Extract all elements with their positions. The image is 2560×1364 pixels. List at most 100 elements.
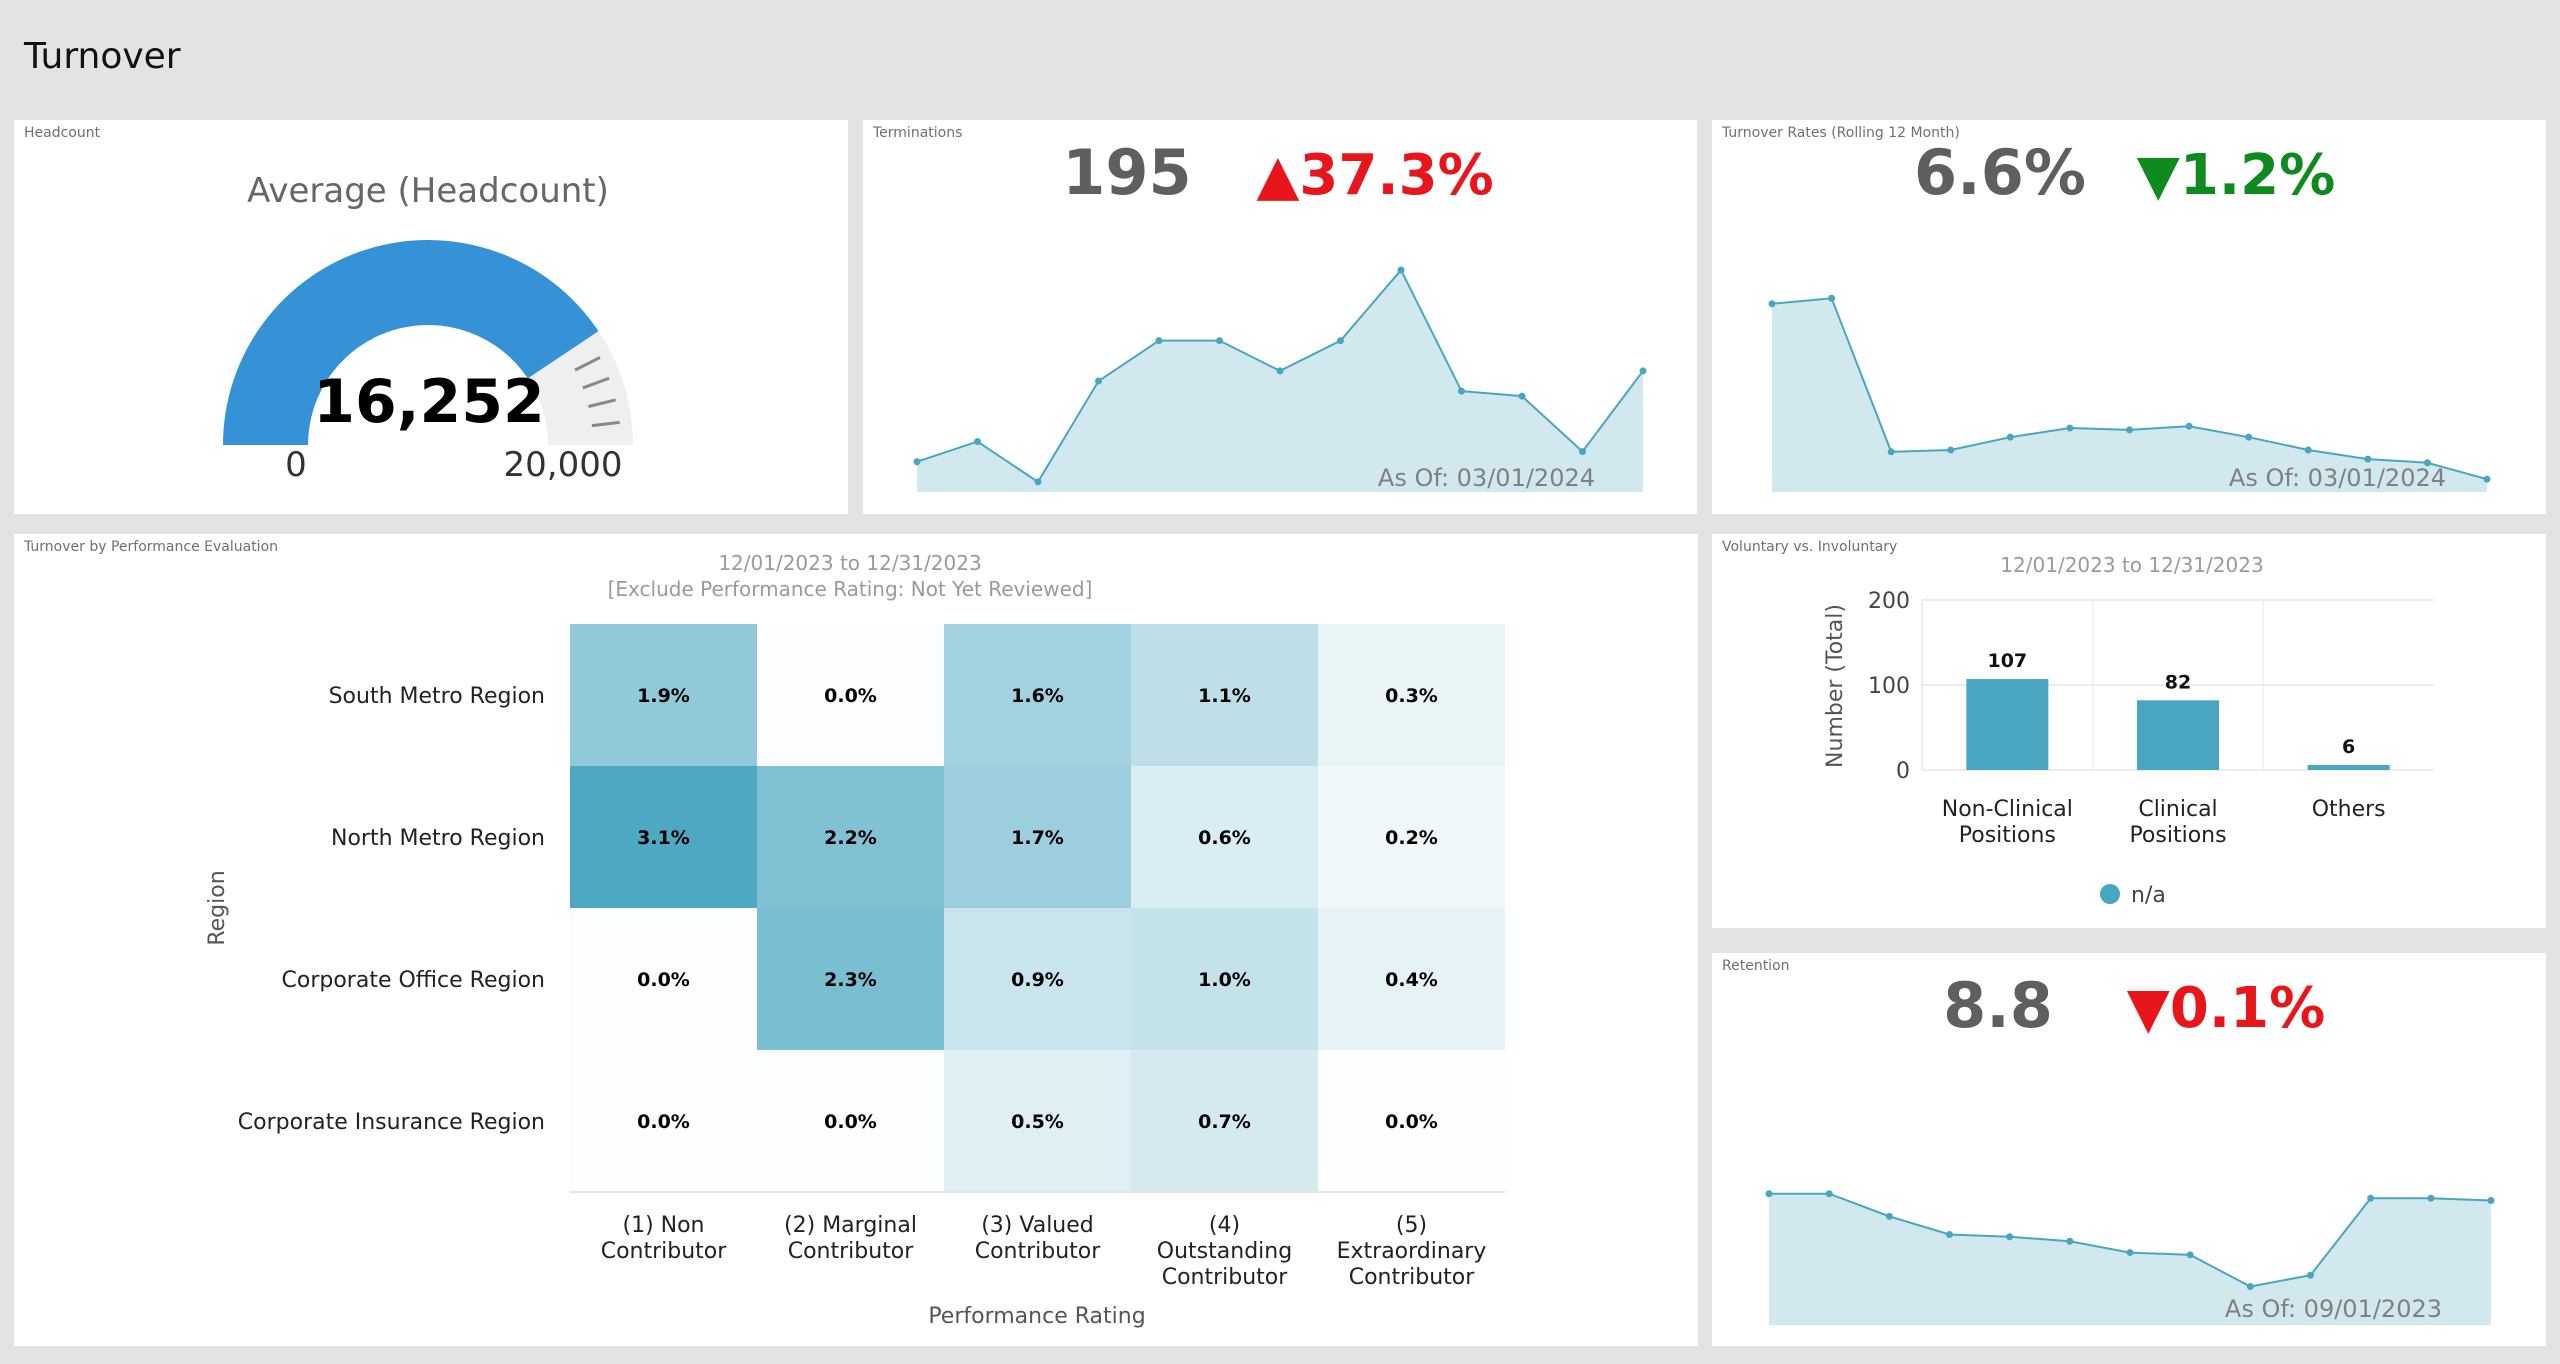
voluntary-panel-title: Voluntary vs. Involuntary — [1722, 539, 1898, 555]
heatmap-cell-label: 1.0% — [1198, 969, 1251, 991]
retention-value: 8.8 — [1943, 969, 2053, 1042]
retention-area-fill — [1769, 1193, 2491, 1325]
turnover-rates-point — [2126, 426, 2133, 434]
heatmap-cell-label: 0.5% — [1011, 1111, 1064, 1133]
turnover-rates-point — [1887, 448, 1895, 456]
turnover-rates-point — [2364, 455, 2372, 463]
heatmap-cell — [944, 624, 1131, 766]
terminations-as-of: As Of: 03/01/2024 — [1378, 464, 1595, 492]
heatmap-cell — [1318, 908, 1505, 1050]
turnover-rates-point — [2006, 433, 2014, 441]
turnover-rates-point — [2245, 433, 2253, 441]
retention-chart: 8.8 ▼0.1% As Of: 09/01/2023 — [1765, 969, 2495, 1325]
terminations-chart: 195 ▲37.3% As Of: 03/01/2024 — [913, 136, 1647, 492]
turnover-rates-area — [1768, 294, 2491, 492]
turnover-rates-point — [2483, 475, 2491, 483]
heatmap-row-label: Corporate Insurance Region — [238, 1110, 545, 1135]
heatmap-cell — [1131, 624, 1318, 766]
terminations-point — [1276, 367, 1284, 375]
terminations-point — [1639, 367, 1647, 375]
heatmap-x-axis-title: Performance Rating — [928, 1304, 1145, 1329]
turnover-rates-point — [2304, 446, 2312, 454]
bar-y-tick-label: 200 — [1868, 589, 1910, 614]
heatmap-cell-label: 0.0% — [824, 685, 877, 707]
retention-point — [2367, 1194, 2375, 1202]
retention-point — [2186, 1251, 2194, 1259]
heatmap-row-label: North Metro Region — [331, 826, 545, 851]
retention-point — [2487, 1197, 2495, 1205]
bar — [2307, 764, 2390, 770]
gauge-min-label: 0 — [285, 445, 307, 485]
retention-point — [2307, 1271, 2314, 1279]
heatmap-column-label: (5) Extraordinary Contributor — [1337, 1213, 1487, 1290]
heatmap-cell — [570, 624, 757, 766]
heatmap-cells: 1.9% 0.0% 1.6% 1.1% 0.3% South Metro Region 3.… — [238, 624, 1505, 1290]
heatmap-cell-label: 0.6% — [1198, 827, 1251, 849]
bar-value-label: 82 — [2165, 671, 2191, 693]
headcount-gauge: Average (Headcount) 16,252 0 20,000 — [223, 171, 633, 485]
turnover-rates-value: 6.6% — [1914, 136, 2086, 209]
turnover-rates-point — [2423, 459, 2431, 467]
terminations-point — [1155, 337, 1163, 345]
turnover-rates-as-of: As Of: 03/01/2024 — [2229, 464, 2446, 492]
heatmap-cell-label: 2.2% — [824, 827, 877, 849]
heatmap-cell — [944, 1050, 1131, 1192]
performance-heatmap: 12/01/2023 to 12/31/2023 [Exclude Perfor… — [205, 551, 1505, 1329]
terminations-point — [1216, 337, 1223, 345]
heatmap-cell-label: 0.7% — [1198, 1111, 1251, 1133]
heatmap-cell — [570, 766, 757, 908]
gauge-ticks — [574, 356, 620, 428]
gauge-tick — [574, 356, 601, 372]
heatmap-column-label: (3) Valued Contributor — [975, 1213, 1102, 1264]
gauge-max-label: 20,000 — [504, 445, 623, 485]
heatmap-column-label: (4) Outstanding Contributor — [1157, 1213, 1292, 1290]
bar-value-label: 6 — [2342, 736, 2355, 758]
heatmap-cell-label: 0.0% — [637, 1111, 690, 1133]
terminations-point — [1579, 448, 1586, 456]
heatmap-row-label: South Metro Region — [329, 684, 545, 709]
terminations-panel: Terminations 195 ▲37.3% As Of: 03/01/202… — [863, 120, 1697, 514]
heatmap-cell — [1131, 1050, 1318, 1192]
turnover-rates-point — [1947, 446, 1955, 454]
retention-panel: Retention 8.8 ▼0.1% As Of: 09/01/2023 — [1712, 953, 2546, 1346]
retention-point — [2006, 1233, 2014, 1241]
turnover-rates-change: ▼1.2% — [2137, 143, 2335, 208]
heatmap-cell — [944, 908, 1131, 1050]
voluntary-panel: Voluntary vs. Involuntary 12/01/2023 to … — [1712, 534, 2546, 928]
heatmap-cell-label: 1.1% — [1198, 685, 1251, 707]
terminations-point — [1397, 266, 1405, 274]
turnover-rates-point — [2185, 422, 2193, 430]
performance-date-range: 12/01/2023 to 12/31/2023 — [718, 551, 981, 575]
legend-swatch — [2100, 884, 2120, 904]
heatmap-cell-label: 2.3% — [824, 969, 877, 991]
gauge-tick — [591, 420, 620, 428]
terminations-panel-title: Terminations — [873, 125, 963, 141]
heatmap-cell — [944, 766, 1131, 908]
gauge-fill — [223, 239, 599, 445]
heatmap-cell-label: 0.4% — [1385, 969, 1438, 991]
bar-chart-marks: 0 100 200 107 Non-Clinical Positions 82 Clinica… — [1868, 589, 2434, 848]
retention-area — [1765, 1190, 2495, 1325]
heatmap-cell — [757, 766, 944, 908]
retention-point — [2246, 1283, 2254, 1291]
heatmap-cell-label: 0.0% — [1385, 1111, 1438, 1133]
turnover-rates-panel: Turnover Rates (Rolling 12 Month) 6.6% ▼… — [1712, 120, 2546, 514]
bar-y-axis-title: Number (Total) — [1823, 604, 1848, 768]
bar-y-tick-label: 100 — [1868, 674, 1910, 699]
retention-point — [1825, 1190, 1833, 1198]
gauge-tick — [588, 398, 617, 408]
performance-panel: Turnover by Performance Evaluation 12/01… — [14, 534, 1698, 1346]
turnover-rates-point — [1768, 300, 1776, 308]
turnover-rates-point — [2066, 424, 2074, 432]
heatmap-cell-label: 1.9% — [637, 685, 690, 707]
heatmap-cell — [757, 908, 944, 1050]
headcount-panel: Headcount Average (Headcount) 16,252 0 2… — [14, 120, 848, 514]
heatmap-cell-label: 0.9% — [1011, 969, 1064, 991]
turnover-rates-chart: 6.6% ▼1.2% As Of: 03/01/2024 — [1768, 136, 2491, 492]
voluntary-bar-chart: 12/01/2023 to 12/31/2023 Number (Total) … — [1823, 553, 2434, 908]
retention-point — [1765, 1190, 1773, 1198]
terminations-point — [974, 438, 981, 446]
heatmap-cell-label: 1.7% — [1011, 827, 1064, 849]
heatmap-cell-label: 0.3% — [1385, 685, 1438, 707]
heatmap-cell — [1318, 624, 1505, 766]
